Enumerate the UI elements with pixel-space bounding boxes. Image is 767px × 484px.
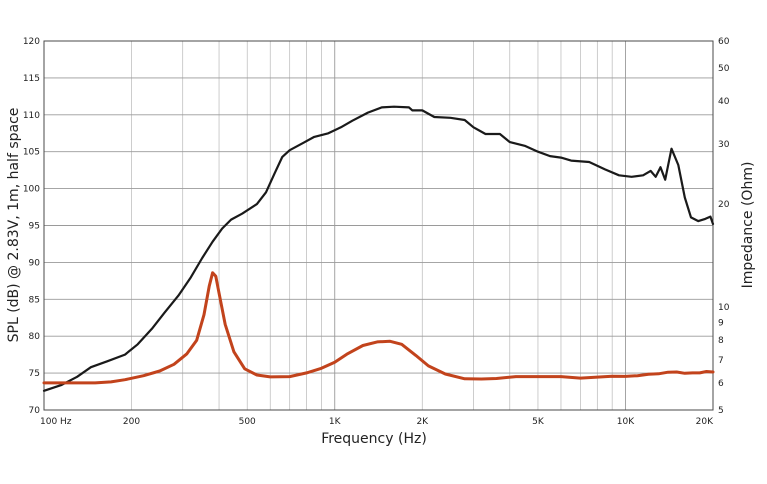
y2-tick-label: 20 (718, 200, 730, 210)
x-tick-label: 5K (532, 417, 545, 427)
y-tick-label: 100 (23, 185, 40, 195)
y-tick-label: 110 (23, 111, 40, 121)
x-tick-label: 500 (239, 417, 256, 427)
y-tick-label: 70 (29, 406, 41, 416)
y2-tick-label: 30 (718, 140, 730, 150)
y-tick-label: 85 (29, 295, 40, 305)
y-tick-label: 115 (23, 74, 40, 84)
impedance-curve (42, 271, 715, 385)
y2-tick-label: 7 (718, 356, 724, 366)
y2-axis-title: Impedance (Ohm) (740, 162, 756, 289)
y2-tick-label: 50 (718, 64, 730, 74)
y2-tick-label: 5 (718, 406, 724, 416)
y2-tick-label: 10 (718, 303, 730, 313)
spl-curve (42, 105, 715, 392)
plot-frame (43, 40, 714, 411)
x-axis-title: Frequency (Hz) (321, 431, 427, 447)
x-tick-label: 100 Hz (40, 417, 72, 427)
y-tick-label: 80 (29, 332, 41, 342)
y-tick-label: 75 (29, 369, 40, 379)
series-layer (42, 105, 715, 392)
y-tick-label: 95 (29, 222, 40, 232)
y2-tick-label: 8 (718, 336, 724, 346)
x-tick-label: 20K (696, 417, 714, 427)
x-tick-label: 1K (329, 417, 342, 427)
y2-tick-label: 40 (718, 97, 730, 107)
y2-tick-label: 6 (718, 379, 724, 389)
y-tick-label: 120 (23, 37, 40, 47)
plot-grid (44, 41, 713, 410)
x-tick-labels: 100 Hz 200 500 1K 2K 5K 10K 20K (40, 417, 714, 427)
x-tick-label: 2K (416, 417, 429, 427)
y2-tick-labels: 5 6 7 8 9 10 20 30 40 50 60 (718, 37, 730, 416)
x-tick-label: 200 (123, 417, 140, 427)
y-tick-label: 90 (29, 258, 41, 268)
y-tick-label: 105 (23, 148, 40, 158)
y-axis-title: SPL (dB) @ 2.83V, 1m, half space (6, 108, 22, 343)
y-tick-labels: 70 75 80 85 90 95 100 105 110 115 120 (23, 37, 40, 416)
y2-tick-label: 60 (718, 37, 730, 47)
x-tick-label: 10K (617, 417, 635, 427)
y2-tick-label: 9 (718, 319, 724, 329)
